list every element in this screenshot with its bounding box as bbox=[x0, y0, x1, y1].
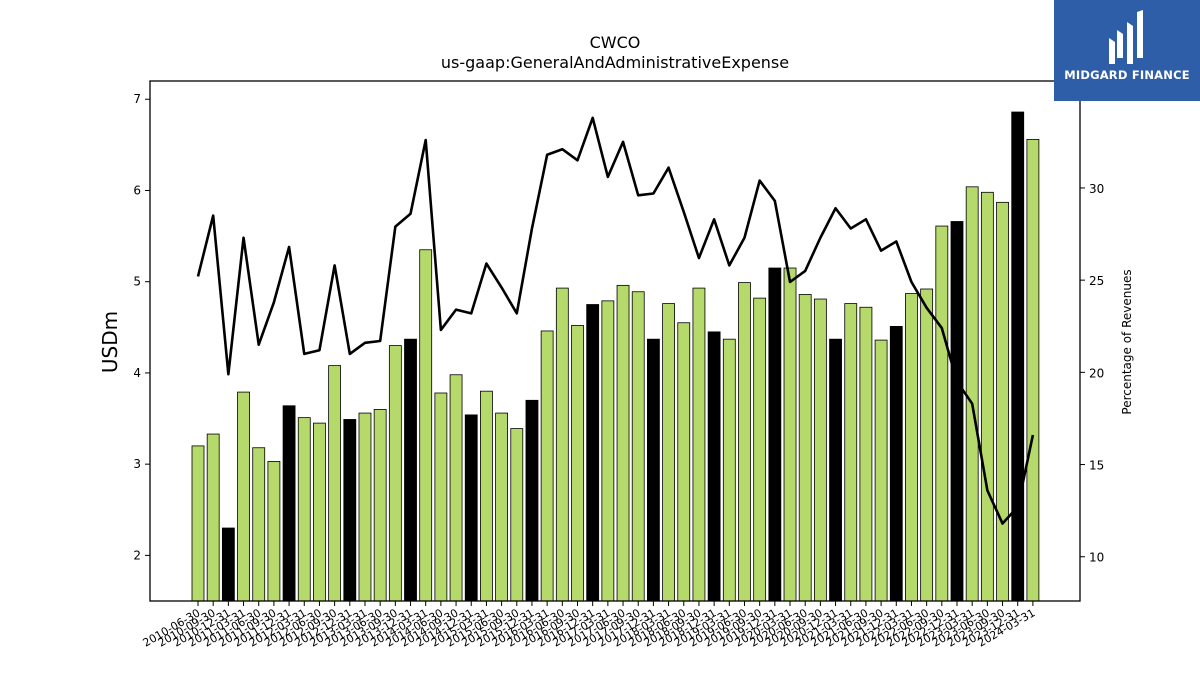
pct-of-revenues-line bbox=[196, 116, 1035, 525]
bar-2020-03-31 bbox=[783, 267, 797, 602]
bar-2018-12-31 bbox=[707, 331, 721, 602]
y-tick-label: 7 bbox=[133, 92, 141, 106]
bar-2021-12-31 bbox=[889, 325, 903, 602]
bar-2015-03-31 bbox=[480, 390, 493, 602]
bar-2019-12-31 bbox=[768, 267, 782, 602]
plot-frame bbox=[149, 80, 1081, 602]
bar-2017-12-31 bbox=[647, 338, 660, 602]
bar-2010-06-30 bbox=[191, 445, 205, 602]
chart-subtitle: us-gaap:GeneralAndAdministrativeExpense bbox=[441, 53, 789, 72]
brand-name: MIDGARD FINANCE bbox=[1064, 68, 1190, 82]
bar-2014-03-31 bbox=[419, 249, 433, 602]
bar-2015-12-31 bbox=[525, 399, 539, 602]
y-tick-label: 6 bbox=[133, 183, 141, 197]
y2-tick-label: 25 bbox=[1089, 274, 1104, 288]
line-layer bbox=[196, 116, 1035, 525]
bar-2023-03-31 bbox=[965, 186, 979, 602]
bar-2018-09-30 bbox=[692, 287, 706, 602]
y2-tick-label: 20 bbox=[1089, 366, 1104, 380]
y2-axis-label: Percentage of Revenues bbox=[1120, 269, 1134, 414]
bar-2011-12-31 bbox=[282, 405, 296, 602]
bar-2023-06-30 bbox=[980, 191, 994, 602]
bar-2021-09-30 bbox=[874, 339, 888, 602]
bar-2019-06-30 bbox=[738, 282, 751, 602]
bar-2018-03-31 bbox=[662, 303, 675, 602]
bar-2020-06-30 bbox=[798, 294, 812, 602]
bar-2017-09-30 bbox=[631, 291, 645, 602]
bar-2015-06-30 bbox=[495, 412, 509, 602]
y-tick-label: 2 bbox=[133, 548, 141, 562]
axes-layer: 23456710152025302010-06-302010-09-302010… bbox=[133, 80, 1104, 650]
y2-tick-label: 15 bbox=[1089, 459, 1104, 473]
bar-2022-06-30 bbox=[920, 288, 934, 602]
midgard-logo-icon bbox=[1109, 10, 1143, 64]
bar-2016-06-30 bbox=[555, 287, 569, 602]
y-tick-label: 5 bbox=[133, 275, 141, 289]
bar-2011-06-30 bbox=[252, 447, 266, 602]
bar-2020-09-30 bbox=[813, 298, 827, 602]
bar-2016-12-31 bbox=[586, 304, 600, 602]
bar-2013-12-31 bbox=[404, 338, 417, 602]
bar-2021-06-30 bbox=[859, 306, 873, 602]
bar-2014-06-30 bbox=[434, 392, 448, 602]
bar-2020-12-31 bbox=[829, 338, 842, 602]
bar-2022-12-31 bbox=[950, 221, 964, 602]
bar-2015-09-30 bbox=[510, 428, 524, 602]
bar-2017-06-30 bbox=[616, 284, 630, 602]
bar-2012-12-31 bbox=[343, 419, 357, 602]
bar-2022-03-31 bbox=[905, 293, 918, 602]
y2-tick-label: 30 bbox=[1089, 182, 1104, 196]
bar-2019-09-30 bbox=[753, 297, 767, 602]
bar-2013-09-30 bbox=[388, 345, 402, 602]
bar-2010-09-30 bbox=[206, 433, 220, 602]
bar-2013-06-30 bbox=[373, 409, 387, 602]
bar-2024-03-31 bbox=[1026, 138, 1040, 602]
bar-2013-03-31 bbox=[358, 412, 372, 602]
bar-2012-09-30 bbox=[328, 365, 342, 602]
bar-2021-03-31 bbox=[844, 303, 858, 602]
bar-2014-09-30 bbox=[449, 374, 463, 602]
bars-layer bbox=[191, 111, 1040, 602]
bar-2016-09-30 bbox=[571, 325, 584, 602]
bar-2019-03-31 bbox=[722, 338, 736, 602]
y-tick-label: 4 bbox=[133, 366, 141, 380]
bar-2017-03-31 bbox=[601, 300, 615, 602]
bar-2018-06-30 bbox=[677, 322, 691, 602]
bar-2023-09-30 bbox=[996, 201, 1009, 602]
y2-tick-label: 10 bbox=[1089, 551, 1104, 565]
y-tick-label: 3 bbox=[133, 457, 141, 471]
bar-2014-12-31 bbox=[464, 414, 478, 602]
bar-2023-12-31 bbox=[1011, 111, 1025, 602]
bar-2012-03-31 bbox=[297, 417, 311, 602]
chart-title: CWCO bbox=[590, 33, 641, 52]
bar-2010-12-31 bbox=[221, 527, 235, 602]
bar-2016-03-31 bbox=[540, 330, 554, 602]
bar-2011-03-31 bbox=[237, 391, 250, 602]
bar-2022-09-30 bbox=[935, 225, 949, 602]
brand-logo: MIDGARD FINANCE bbox=[1054, 0, 1200, 101]
y-axis-label: USDm bbox=[98, 311, 122, 373]
bar-2011-09-30 bbox=[267, 461, 281, 602]
bar-2012-06-30 bbox=[313, 422, 326, 602]
